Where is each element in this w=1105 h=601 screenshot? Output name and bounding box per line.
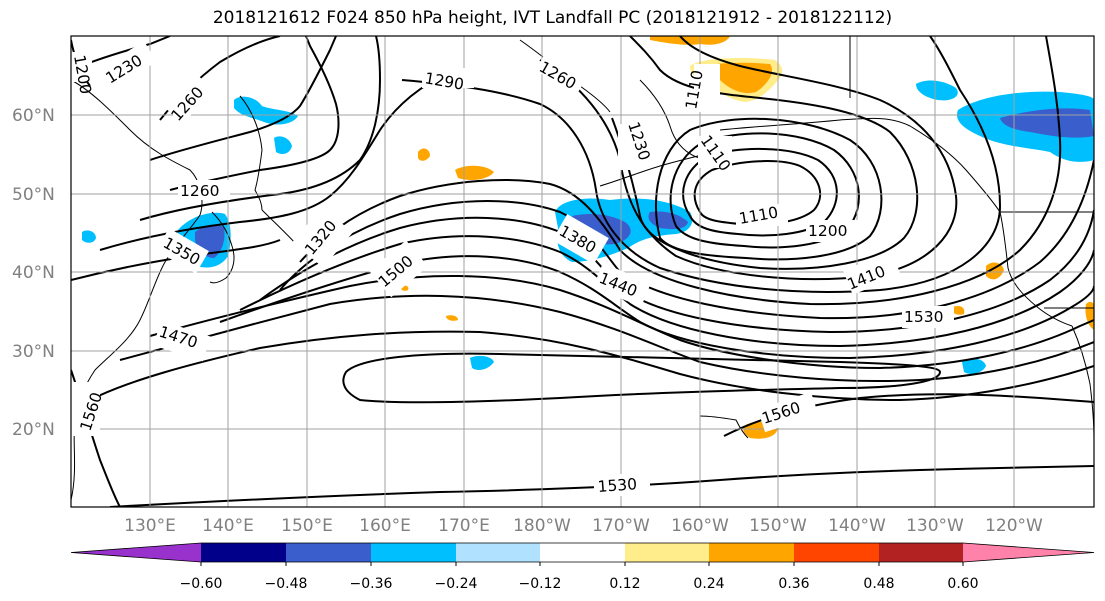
- contour-1560-closed: [342, 352, 942, 404]
- contour-1470: [149, 274, 1094, 370]
- longitude-labels: 130°E 140°E 150°E 160°E 170°E 180°W 170°…: [124, 516, 1043, 536]
- lon-label: 150°E: [281, 516, 333, 536]
- contour-1500: [119, 294, 1094, 383]
- lon-label: 120°W: [985, 516, 1043, 536]
- lon-label: 130°W: [906, 516, 964, 536]
- colorbar-segment: [540, 543, 625, 562]
- coast-japan: [209, 211, 235, 284]
- colorbar-tick-label: −0.48: [265, 576, 308, 592]
- colorbar-tick-label: 0.60: [947, 576, 978, 592]
- colorbar-segment: [71, 543, 201, 562]
- ivt-shade-baja: [1085, 301, 1094, 330]
- lon-label: 160°E: [359, 516, 411, 536]
- lat-label: 30°N: [12, 342, 55, 362]
- ivt-shade-subtropical: [470, 355, 494, 370]
- colorbar-tick-label: 0.36: [778, 576, 809, 592]
- contour-label: 1260: [180, 182, 219, 200]
- contour-1320-jp: [99, 71, 451, 251]
- lon-label: 140°W: [828, 516, 886, 536]
- lat-label: 40°N: [12, 263, 55, 283]
- lon-label: 170°E: [438, 516, 490, 536]
- coast-asia: [71, 79, 203, 501]
- lon-label: 180°W: [513, 516, 571, 536]
- ivt-shade-east-sub: [962, 358, 986, 374]
- colorbar-segment: [201, 543, 286, 562]
- colorbar-segment: [963, 543, 1094, 562]
- ivt-shade-small-1: [418, 148, 430, 161]
- coast-alaska-south: [719, 117, 1001, 213]
- lat-label: 20°N: [12, 420, 55, 440]
- ivt-shade-california: [986, 262, 1004, 280]
- map-title: 2018121612 F024 850 hPa height, IVT Land…: [212, 8, 893, 28]
- contour-1170: [669, 132, 860, 249]
- colorbar-tick-label: 0.24: [693, 576, 724, 592]
- colorbar-tick-label: −0.24: [435, 576, 478, 592]
- ivt-shade-central-pacific-core2: [648, 211, 688, 230]
- colorbar-tick-label: −0.36: [350, 576, 393, 592]
- contour-1530: [89, 330, 1094, 402]
- lon-label: 160°W: [671, 516, 729, 536]
- coast-kamchatka: [239, 95, 263, 211]
- ivt-shade-mid-north: [455, 165, 494, 180]
- lon-label: 130°E: [124, 516, 176, 536]
- contour-1320: [299, 36, 1062, 306]
- ivt-shade-small-2: [446, 315, 458, 321]
- lat-label: 60°N: [12, 106, 55, 126]
- contour-1410: [239, 235, 1094, 348]
- contour-1530-south: [109, 465, 1094, 507]
- latitude-labels: 60°N 50°N 40°N 30°N 20°N: [12, 106, 55, 440]
- colorbar-segment: [625, 543, 709, 562]
- contour-1290-jp: [139, 36, 382, 221]
- contour-label: 1530: [904, 308, 943, 326]
- colorbar: [70, 542, 1095, 566]
- contour-1350: [279, 159, 1094, 320]
- colorbar-segment: [286, 543, 371, 562]
- coast-hawaii: [699, 415, 749, 439]
- lon-label: 170°W: [592, 516, 650, 536]
- ivt-shade-top: [650, 36, 730, 45]
- coast-na-west: [999, 211, 1073, 327]
- graticule: [71, 36, 1094, 507]
- colorbar-tick-labels: −0.60 −0.48 −0.36 −0.24 −0.12 0.12 0.24 …: [180, 576, 979, 592]
- contour-1260-japan: [169, 36, 340, 191]
- colorbar-tick-label: 0.12: [609, 576, 640, 592]
- colorbar-segment: [879, 543, 963, 562]
- colorbar-tick-label: −0.60: [180, 576, 223, 592]
- contour-label: 1200: [808, 222, 847, 240]
- map-frame: [70, 35, 1095, 508]
- ivt-shade-north-america-core: [1000, 108, 1094, 138]
- colorbar-tick-label: −0.12: [519, 576, 562, 592]
- lon-label: 140°E: [202, 516, 254, 536]
- colorbar-segment: [371, 543, 456, 562]
- contour-label: 1530: [597, 475, 638, 496]
- ivt-shade-canada-north: [916, 80, 958, 101]
- contour-1260: [539, 36, 958, 281]
- colorbar-segment: [456, 543, 540, 562]
- lat-label: 50°N: [12, 185, 55, 205]
- ivt-shade-kamchatka: [274, 136, 292, 154]
- contour-labels: 1200 1230 1260 1290 1260 1260 1230 1110 …: [64, 41, 954, 496]
- lon-label: 150°W: [749, 516, 807, 536]
- ivt-negative-shading: [82, 80, 1094, 374]
- colorbar-segment: [709, 543, 794, 562]
- ivt-shade-west-edge: [82, 230, 96, 243]
- contour-1260-kam: [149, 36, 337, 161]
- contour-1290: [401, 36, 1002, 293]
- ivt-shade-north-west: [234, 96, 298, 125]
- colorbar-tick-label: 0.48: [863, 576, 894, 592]
- coastlines: [71, 36, 1094, 501]
- colorbar-segment: [794, 543, 879, 562]
- coast-kuril: [261, 209, 297, 245]
- contour-1200: [654, 117, 883, 261]
